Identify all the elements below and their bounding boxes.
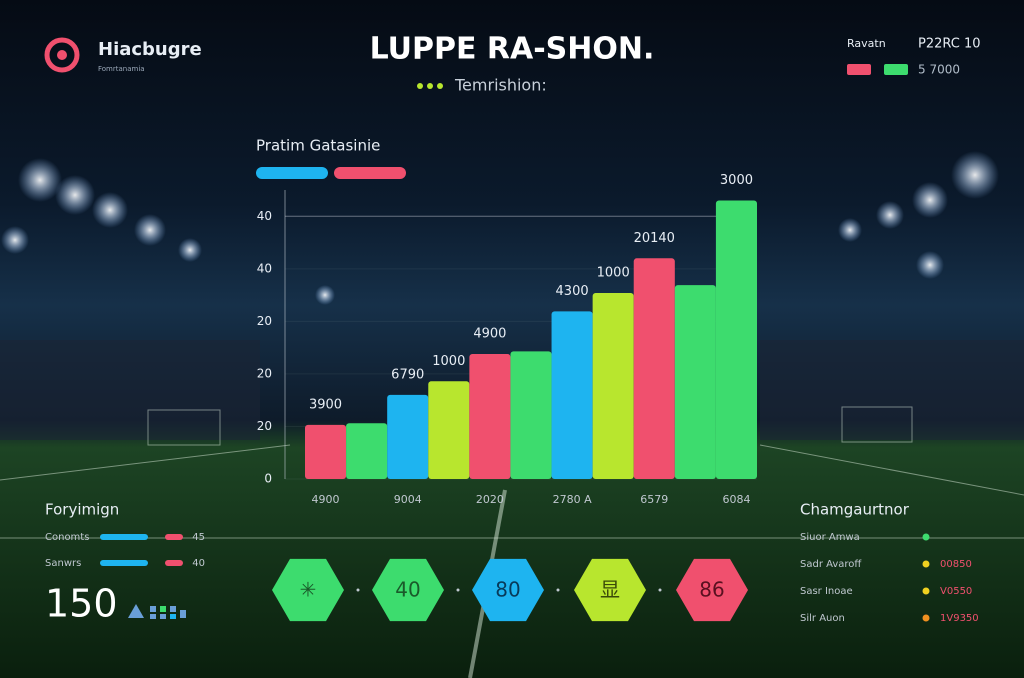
big-number: 150 [45,582,118,626]
badge [372,558,444,622]
row-label: Sadr Avaroff [800,559,862,570]
row-bar [165,560,183,566]
x-tick-label: 4900 [312,493,340,506]
legend-swatch [884,64,908,75]
chart-title: Pratim Gatasinie [256,137,380,155]
badge-label: ✳ [300,578,317,602]
y-tick-label: 40 [257,261,272,275]
stands-right [760,340,1024,440]
badge [574,558,646,622]
value-label: 1000 [432,354,465,369]
legend-note: 5 7000 [918,63,960,77]
row-dot [922,587,930,595]
bar [633,258,675,479]
value-label: 4900 [473,326,506,341]
row-value: 00850 [940,559,972,570]
row-label: Sanwrs [45,558,81,569]
x-tick-label: 2020 [476,493,504,506]
row-label: Siuor Amwa [800,532,860,543]
mini-icons [128,604,186,619]
subtitle: Temrishion: [454,76,547,95]
bar [674,285,716,479]
badge [272,558,344,622]
legend-pill [334,167,406,179]
x-tick-label: 6084 [722,493,750,506]
y-tick-label: 20 [257,419,272,433]
row-value: 1V9350 [940,613,979,624]
row-dot [922,560,930,568]
y-tick-label: 20 [257,366,272,380]
value-label: 20140 [634,231,675,246]
legend-label: Ravatn [847,37,886,50]
badge-label: 40 [395,578,420,602]
logo [44,37,80,73]
row-value: V0550 [940,586,972,597]
value-label: 1000 [597,265,630,280]
brand: Hiacbugre [98,39,202,60]
bar [715,200,757,479]
row-value: 45 [192,532,205,543]
row-label: Silr Auon [800,613,845,624]
y-tick-label: 0 [264,472,272,486]
bar [387,394,429,479]
legend-swatch [847,64,871,75]
x-tick-label: 2780 A [553,493,592,506]
bar [510,351,552,479]
bar [551,311,593,479]
row-dot [922,614,930,622]
stadium-lights [1,151,999,305]
badge-dot [556,588,560,592]
row-bar [165,534,183,540]
row-label: Conomts [45,532,89,543]
badge [676,558,748,622]
x-tick-label: 6579 [640,493,668,506]
brand-sub: Fomrtanamia [98,65,145,73]
row-dot [922,533,930,541]
badge [472,558,544,622]
y-tick-label: 20 [257,314,272,328]
row-label: Sasr Inoae [800,586,853,597]
bar [428,381,470,479]
badge-dot [658,588,662,592]
legend-value: P22RC 10 [918,37,981,52]
row-bar [100,534,148,540]
bar [469,353,511,479]
stands-left [0,340,260,440]
left-title: Foryimign [45,501,119,519]
value-label: 3900 [309,397,342,412]
value-label: 6790 [391,367,424,382]
badge-dot [356,588,360,592]
bar [305,424,347,479]
value-label: 3000 [720,173,753,188]
title: LUPPE RA-SHON. [370,32,655,67]
row-bar [100,560,148,566]
bar [346,423,388,479]
legend-pill [256,167,328,179]
badge-label: 86 [699,578,724,602]
badge-label: 显 [600,578,620,602]
row-value: 40 [192,558,205,569]
badge-label: 80 [495,578,520,602]
y-tick-label: 40 [257,209,272,223]
x-tick-label: 9004 [394,493,422,506]
right-title: Chamgaurtnor [800,501,910,519]
subtitle-dots [417,83,443,89]
value-label: 4300 [556,284,589,299]
bar [592,292,634,479]
badge-dot [456,588,460,592]
